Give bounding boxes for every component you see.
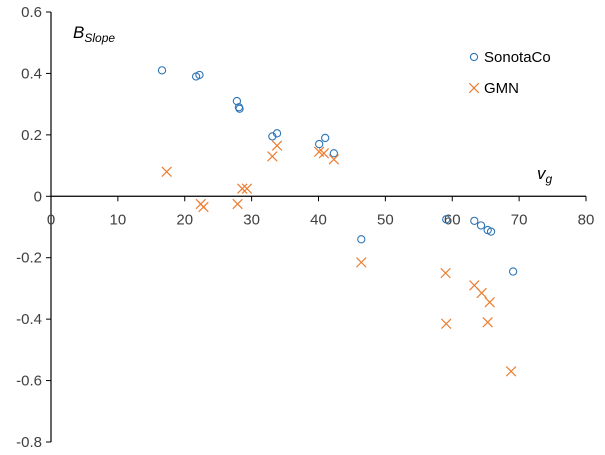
tick-labels: 0.6 0.4 0.2 0 -0.2 -0.4 -0.6 -0.8 0 10 20 30 40 50 60 7…	[16, 4, 594, 451]
data-point-x	[440, 267, 451, 279]
data-point-x	[441, 318, 452, 329]
x-tick-label: 50	[377, 211, 394, 228]
data-point-x	[237, 183, 248, 194]
legend-item-sonotaco: SonotaCo	[469, 49, 551, 66]
series-gmn	[161, 140, 517, 377]
series-sonotaco	[157, 66, 518, 276]
data-point-x	[198, 201, 209, 213]
legend-label: SonotaCo	[484, 49, 551, 66]
x-tick-label: 80	[578, 211, 595, 228]
data-point-x	[468, 82, 480, 94]
x-tick-label: 30	[243, 211, 260, 228]
data-point-circle	[329, 149, 339, 158]
x-axis-title-main: v	[537, 164, 547, 183]
data-point-x	[356, 257, 367, 268]
data-point-circle	[357, 235, 366, 244]
data-point-x	[484, 297, 495, 308]
data-point-x	[505, 366, 517, 377]
y-tick-label: 0.6	[21, 4, 42, 21]
legend-item-gmn: GMN	[468, 80, 519, 97]
data-point-x	[267, 151, 278, 162]
data-point-x	[318, 148, 330, 159]
data-point-circle	[470, 216, 479, 226]
x-axis-title: vg	[537, 164, 553, 186]
data-point-circle	[315, 139, 324, 149]
x-tick-label: 0	[47, 211, 55, 228]
y-tick-label: -0.8	[16, 434, 42, 451]
y-tick-label: 0.4	[21, 65, 42, 82]
data-point-circle	[235, 104, 244, 113]
data-point-circle	[321, 133, 330, 143]
data-point-circle	[469, 52, 479, 62]
data-point-circle	[486, 227, 496, 236]
axes	[46, 11, 587, 443]
x-tick-label: 40	[310, 211, 327, 228]
data-point-circle	[195, 70, 204, 80]
legend: SonotaCo GMN	[468, 49, 551, 97]
x-tick-label: 60	[444, 211, 461, 228]
x-tick-label: 10	[110, 211, 127, 228]
x-tick-label: 20	[176, 211, 193, 228]
data-point-circle	[508, 267, 518, 276]
data-point-circle	[476, 221, 486, 230]
data-point-x	[482, 316, 493, 328]
y-axis-title: BSlope	[73, 23, 115, 45]
y-tick-label: 0.2	[21, 127, 42, 144]
data-point-x	[232, 198, 243, 210]
y-tick-label: 0	[34, 188, 42, 205]
y-tick-label: -0.6	[16, 373, 42, 390]
y-axis-title-sub: Slope	[84, 31, 115, 45]
x-axis-title-sub: g	[546, 172, 553, 186]
data-point-x	[476, 287, 487, 299]
y-axis-title-main: B	[73, 23, 84, 42]
y-tick-label: -0.4	[16, 311, 42, 328]
legend-label: GMN	[484, 80, 519, 97]
data-point-circle	[272, 129, 282, 138]
data-point-x	[161, 166, 172, 177]
data-point-circle	[442, 215, 451, 224]
data-point-x	[241, 183, 253, 194]
data-point-x	[328, 154, 340, 165]
data-points	[157, 66, 518, 377]
data-point-circle	[157, 66, 167, 75]
y-tick-label: -0.2	[16, 250, 42, 267]
data-point-x	[271, 140, 283, 151]
x-tick-label: 70	[511, 211, 528, 228]
